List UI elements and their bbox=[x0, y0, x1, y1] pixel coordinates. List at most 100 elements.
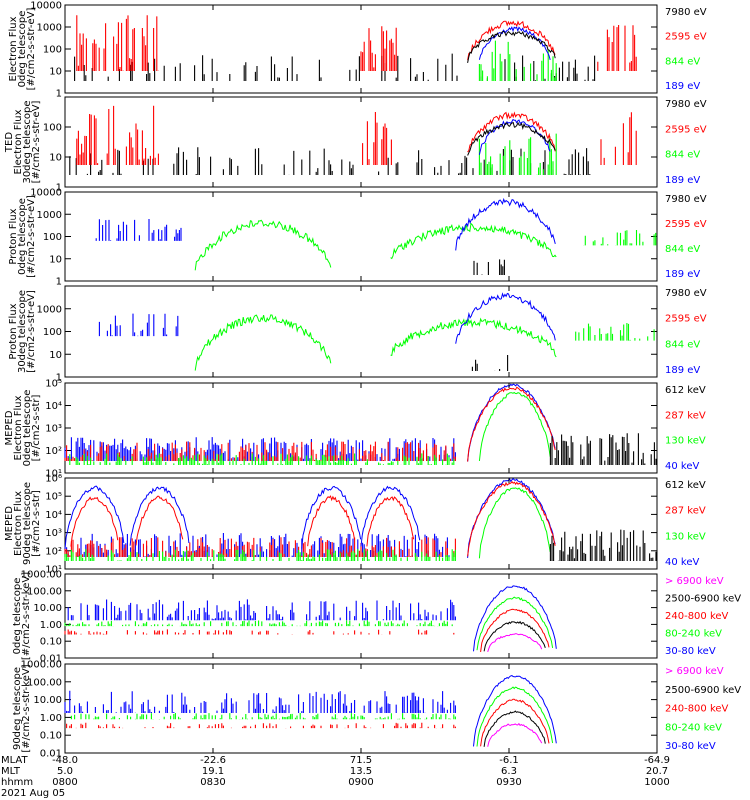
y-tick-label: 10000 bbox=[30, 1, 62, 12]
legend-entry: 844 eV bbox=[665, 244, 700, 255]
series-130kev bbox=[64, 549, 456, 561]
plot-area bbox=[74, 15, 637, 81]
series-844ev bbox=[575, 323, 655, 341]
legend-entry: 2595 eV bbox=[665, 314, 707, 325]
y-axis-label: MEPED bbox=[4, 506, 15, 541]
series-7980ev bbox=[467, 121, 556, 156]
hhmm-row-label: hhmm bbox=[1, 777, 33, 788]
y-axis-label: Proton Flux bbox=[8, 208, 19, 264]
y-axis-label: 90deg telescope bbox=[22, 482, 33, 565]
series-612kev bbox=[549, 529, 657, 561]
series-80-240kev bbox=[476, 686, 554, 747]
legend-entry: 2595 eV bbox=[665, 32, 707, 43]
x-tick-label-mlt: 5.0 bbox=[57, 766, 73, 777]
x-tick-label-mlat: 71.5 bbox=[350, 755, 372, 766]
series-7980ev bbox=[74, 53, 596, 81]
series-844ev bbox=[478, 40, 557, 81]
legend-entry: 2500-6900 keV bbox=[665, 685, 741, 696]
legend-entry: 130 keV bbox=[665, 531, 706, 542]
legend-entry: 2500-6900 keV bbox=[665, 594, 741, 605]
legend-entry: 844 eV bbox=[665, 150, 700, 161]
series-844ev bbox=[194, 219, 332, 271]
series-2595ev bbox=[76, 15, 159, 71]
y-axis-label: [#/cm2-s-str-keV] bbox=[21, 572, 32, 660]
y-tick-label: 10³ bbox=[45, 528, 62, 539]
series-2595ev bbox=[467, 111, 556, 153]
series-130kev bbox=[478, 487, 551, 559]
legend-entry: 30-80 keV bbox=[665, 646, 716, 657]
plot-area bbox=[69, 105, 637, 175]
y-axis-label: [#/cm2-s-str] bbox=[31, 394, 42, 461]
series-gt6900kev bbox=[487, 633, 543, 653]
y-tick-label: 1 bbox=[56, 183, 62, 194]
y-tick-label: 1 bbox=[56, 89, 62, 100]
y-axis-label: [#/cm2-s-str-eV] bbox=[26, 290, 37, 373]
series-30-80kev bbox=[67, 599, 456, 621]
legend-entry: 40 keV bbox=[665, 557, 699, 568]
y-axis-label: 30deg telescope bbox=[17, 290, 28, 373]
series-189ev bbox=[478, 118, 551, 155]
x-tick-label-hhmm: 0930 bbox=[496, 777, 521, 788]
y-axis-label: Proton Flux bbox=[8, 303, 19, 359]
series-2595ev bbox=[467, 20, 556, 61]
y-tick-label: 10.00 bbox=[33, 603, 62, 614]
series-40kev bbox=[129, 486, 190, 546]
legend-entry: 80-240 keV bbox=[665, 722, 722, 733]
y-axis-label: [#/cm2-s-str] bbox=[31, 490, 42, 557]
legend-entry: 40 keV bbox=[665, 461, 699, 472]
series-2595ev bbox=[360, 26, 397, 71]
x-tick-label-mlt: 13.5 bbox=[350, 766, 372, 777]
x-tick-label-mlat: -64.9 bbox=[644, 755, 670, 766]
series-189ev bbox=[95, 219, 182, 241]
y-tick-label: 1000 bbox=[37, 304, 62, 315]
y-tick-label: 1 bbox=[56, 373, 62, 384]
y-tick-label: 10 bbox=[49, 350, 62, 361]
mlt-row-label: MLT bbox=[1, 766, 21, 777]
series-7980ev bbox=[467, 30, 556, 63]
legend-entry: 7980 eV bbox=[665, 288, 707, 299]
legend-entry: 844 eV bbox=[665, 339, 700, 350]
series-844ev bbox=[390, 317, 557, 358]
legend-entry: > 6900 keV bbox=[665, 666, 724, 677]
y-tick-label: 10² bbox=[45, 446, 62, 457]
series-80-240kev bbox=[64, 713, 456, 720]
series-40kev bbox=[467, 383, 556, 462]
series-80-240kev bbox=[476, 596, 554, 651]
series-80-240kev bbox=[64, 620, 453, 627]
series-30-80kev bbox=[473, 585, 557, 652]
series-2500-6900kev bbox=[483, 620, 546, 652]
series-7980ev bbox=[473, 259, 505, 275]
y-tick-label: 100.00 bbox=[27, 586, 62, 597]
series-844ev bbox=[390, 222, 557, 260]
series-287kev bbox=[467, 481, 556, 557]
y-axis-label: 90deg telescope bbox=[12, 667, 23, 750]
y-tick-label: 10000 bbox=[30, 188, 62, 199]
y-tick-label: 10⁴ bbox=[45, 401, 62, 412]
y-tick-label: 1.00 bbox=[40, 620, 62, 631]
series-189ev bbox=[455, 292, 556, 344]
series-844ev bbox=[478, 133, 557, 175]
series-189ev bbox=[455, 197, 556, 251]
series-30-80kev bbox=[64, 690, 456, 713]
series-287kev bbox=[135, 495, 184, 546]
series-287kev bbox=[366, 496, 415, 547]
series-189ev bbox=[98, 313, 179, 337]
x-tick-label-hhmm: 0800 bbox=[52, 777, 77, 788]
series-30-80kev bbox=[473, 675, 557, 747]
series-gt6900kev bbox=[487, 722, 543, 747]
y-axis-label: TED bbox=[4, 132, 15, 153]
x-tick-label-mlt: 6.3 bbox=[501, 766, 517, 777]
legend-entry: 2595 eV bbox=[665, 124, 707, 135]
x-tick-label-mlt: 20.7 bbox=[646, 766, 668, 777]
legend-entry: 189 eV bbox=[665, 365, 700, 376]
series-130kev bbox=[478, 391, 551, 462]
x-tick-label-hhmm: 1000 bbox=[644, 777, 669, 788]
series-287kev bbox=[64, 537, 456, 557]
legend-entry: > 6900 keV bbox=[665, 576, 724, 587]
plot-area bbox=[64, 477, 657, 561]
plot-area bbox=[64, 383, 657, 465]
y-axis-label: Electron Flux bbox=[13, 109, 24, 174]
